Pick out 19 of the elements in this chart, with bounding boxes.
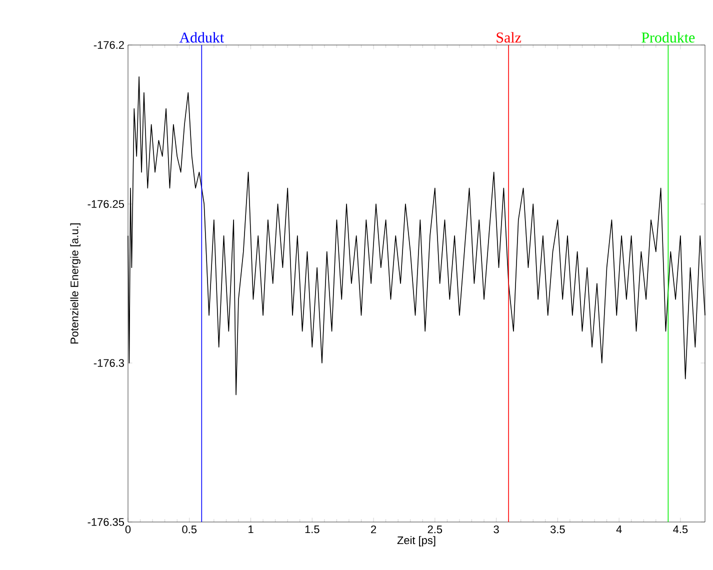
y-tick-label: -176.25 [88, 200, 124, 208]
x-axis-title: Zeit [ps] [397, 536, 436, 546]
x-tick-label: 1.5 [305, 526, 320, 534]
y-tick-label: -176.2 [94, 41, 124, 49]
y-tick-label: -176.3 [94, 359, 124, 367]
y-tick-label: -176.35 [88, 518, 124, 526]
y-axis-title: Potenzielle Energie [a.u.] [70, 223, 80, 344]
x-tick-label: 2.5 [428, 526, 442, 534]
x-tick-label: 3 [494, 526, 499, 534]
x-tick-label: 4 [616, 526, 622, 534]
x-tick-label: 2 [371, 526, 376, 534]
ref-line-label: Addukt [179, 32, 224, 43]
ref-line-label: Salz [496, 32, 522, 43]
x-tick-label: 1 [248, 526, 254, 534]
x-tick-label: 0.5 [182, 526, 197, 534]
x-tick-label: 3.5 [550, 526, 565, 534]
x-tick-label: 4.5 [673, 526, 688, 534]
x-tick-label: 0 [125, 526, 131, 534]
ref-line-label: Produkte [642, 32, 695, 43]
